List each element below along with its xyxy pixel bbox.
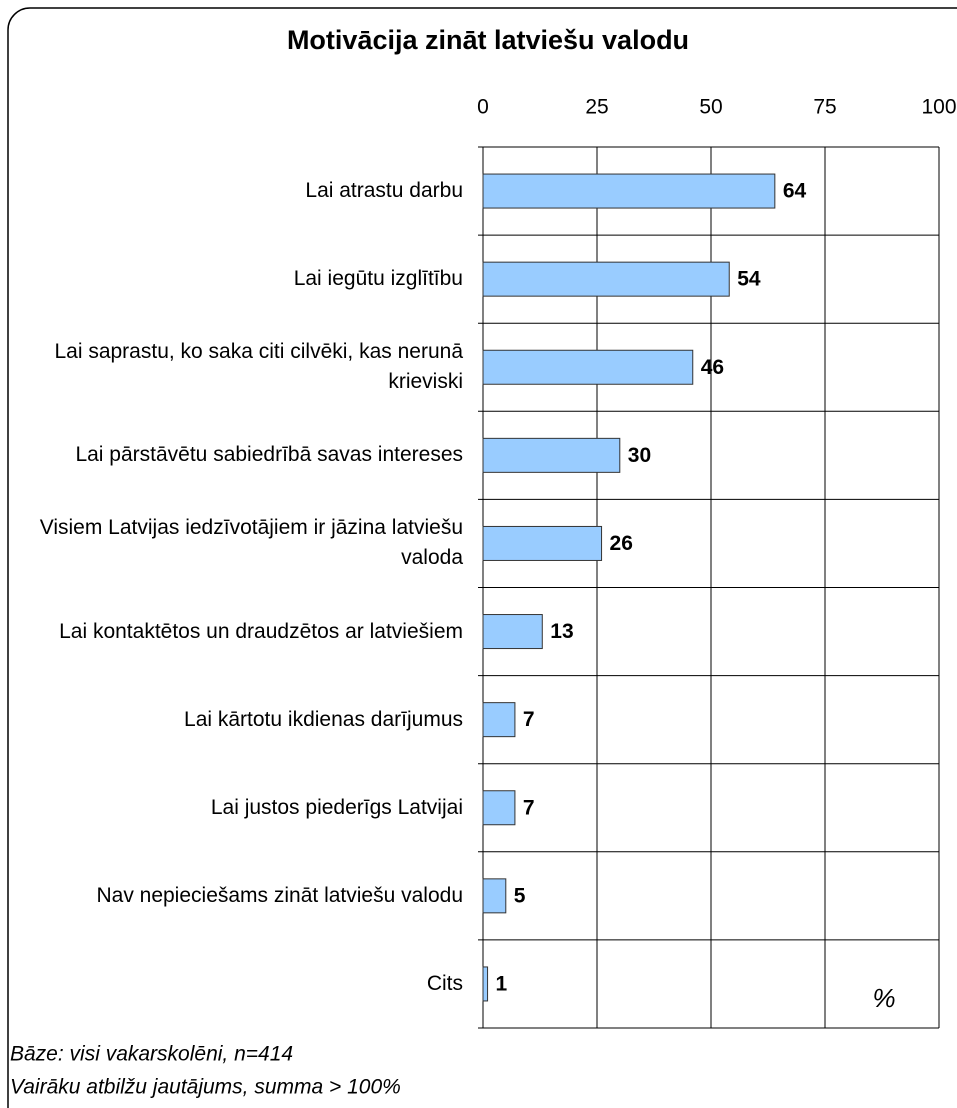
bar <box>482 261 730 297</box>
category-label: Lai kārtotu ikdienas darījumus <box>184 707 463 731</box>
value-label: 7 <box>523 796 535 819</box>
category-label: Lai kontaktētos un draudzētos ar latvieš… <box>59 619 463 643</box>
value-label: 1 <box>496 972 508 995</box>
value-label: 64 <box>783 180 807 203</box>
value-label: 13 <box>550 620 573 643</box>
value-label: 46 <box>701 356 724 379</box>
value-label: 5 <box>514 884 526 907</box>
bar <box>482 702 516 738</box>
bar <box>482 790 516 826</box>
value-label: 7 <box>523 708 535 731</box>
x-tick-label: 0 <box>477 96 489 119</box>
value-label: 30 <box>628 444 651 467</box>
category-label: Visiem Latvijas iedzīvotājiem ir jāzina … <box>39 516 463 570</box>
x-tick-label: 50 <box>699 96 722 119</box>
bar <box>482 525 603 561</box>
value-label: 54 <box>737 268 761 291</box>
bar <box>482 878 507 914</box>
note: Bāze: visi vakarskolēni, n=414 <box>10 1043 293 1066</box>
category-label: Lai pārstāvētu sabiedrībā savas interese… <box>75 443 463 467</box>
category-label: Lai justos piederīgs Latvijai <box>210 795 463 819</box>
category-label: Lai iegūtu izglītību <box>293 267 463 291</box>
category-label: Lai atrastu darbu <box>305 179 463 203</box>
bar <box>482 966 489 1002</box>
category-label: Cits <box>426 971 463 995</box>
bar <box>482 437 621 473</box>
x-tick-label: 75 <box>813 96 836 119</box>
chart-title: Motivācija zināt latviešu valodu <box>287 25 689 55</box>
frame <box>7 7 957 1108</box>
bar <box>482 173 776 209</box>
x-tick-label: 100 <box>921 96 956 119</box>
note: Vairāku atbilžu jautājums, summa > 100% <box>10 1076 401 1099</box>
value-label: 26 <box>610 532 633 555</box>
bar <box>482 614 543 650</box>
unit-label: % <box>872 983 895 1013</box>
category-label: Nav nepieciešams zināt latviešu valodu <box>96 883 463 907</box>
category-label: Lai saprastu, ko saka citi cilvēki, kas … <box>54 340 463 394</box>
x-tick-label: 25 <box>585 96 608 119</box>
bar <box>482 349 694 385</box>
